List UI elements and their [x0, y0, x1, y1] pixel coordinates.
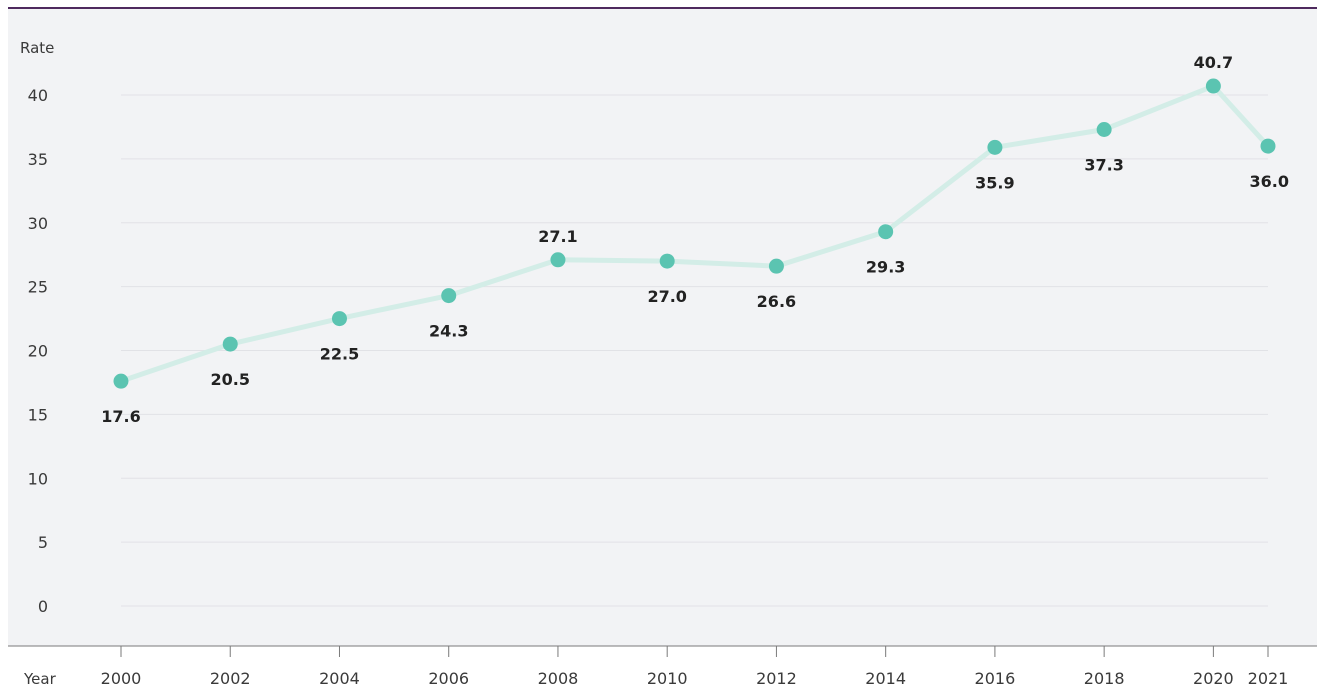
data-labels: 17.6 20.5 22.5 24.3 27.1 27.0 26.6 29.3 35.9 37.3…	[101, 53, 1289, 426]
data-point	[550, 252, 566, 268]
y-tick-label: 25	[28, 278, 48, 297]
data-point	[768, 258, 784, 274]
series-line	[118, 83, 1271, 384]
data-label: 22.5	[320, 345, 359, 364]
x-tick-label: 2016	[975, 669, 1016, 688]
data-point	[222, 336, 238, 352]
data-point	[441, 288, 457, 304]
grid-lines	[121, 94, 1268, 607]
y-axis-label: Rate	[20, 39, 54, 57]
data-point	[331, 311, 347, 327]
x-tick-label: 2018	[1084, 669, 1125, 688]
y-tick-label: 30	[28, 214, 48, 233]
x-tick-label: 2012	[756, 669, 797, 688]
data-point	[987, 139, 1003, 155]
data-label: 29.3	[866, 258, 905, 277]
y-tick-label: 15	[28, 405, 48, 424]
x-axis-label: Year	[23, 670, 57, 688]
y-tick-label: 10	[28, 469, 48, 488]
data-label: 36.0	[1250, 172, 1289, 191]
data-point	[878, 224, 894, 240]
x-tick-label: 2010	[647, 669, 688, 688]
data-label: 26.6	[757, 292, 796, 311]
data-label: 27.1	[538, 227, 577, 246]
data-label: 24.3	[429, 322, 468, 341]
x-tick-label: 2006	[428, 669, 469, 688]
x-tick-label: 2014	[865, 669, 906, 688]
data-points	[113, 78, 1276, 389]
y-tick-label: 0	[38, 597, 48, 616]
data-label: 17.6	[101, 407, 140, 426]
x-tick-label: 2000	[101, 669, 142, 688]
data-point	[1096, 121, 1112, 137]
series-line-group	[118, 83, 1271, 384]
y-axis-ticks: 0 5 10 15 20 25 30 35 40	[28, 86, 48, 616]
y-tick-label: 20	[28, 342, 48, 361]
y-tick-label: 5	[38, 533, 48, 552]
data-point	[1260, 138, 1276, 154]
y-tick-label: 40	[28, 86, 48, 105]
data-point	[113, 373, 129, 389]
x-axis-ticks: 2000 2002 2004 2006 2008 2010 2012 2014 2016 2018…	[101, 646, 1289, 688]
y-tick-label: 35	[28, 150, 48, 169]
x-tick-label: 2021	[1248, 669, 1289, 688]
x-tick-label: 2008	[538, 669, 579, 688]
x-tick-label: 2002	[210, 669, 251, 688]
data-label: 20.5	[210, 370, 249, 389]
data-point	[1205, 78, 1221, 94]
data-label: 40.7	[1194, 53, 1233, 72]
x-tick-label: 2004	[319, 669, 360, 688]
x-tick-label: 2020	[1193, 669, 1234, 688]
data-label: 35.9	[975, 173, 1014, 192]
plot-background	[8, 8, 1317, 646]
data-label: 37.3	[1084, 155, 1123, 174]
data-point	[659, 253, 675, 269]
data-label: 27.0	[647, 287, 686, 306]
